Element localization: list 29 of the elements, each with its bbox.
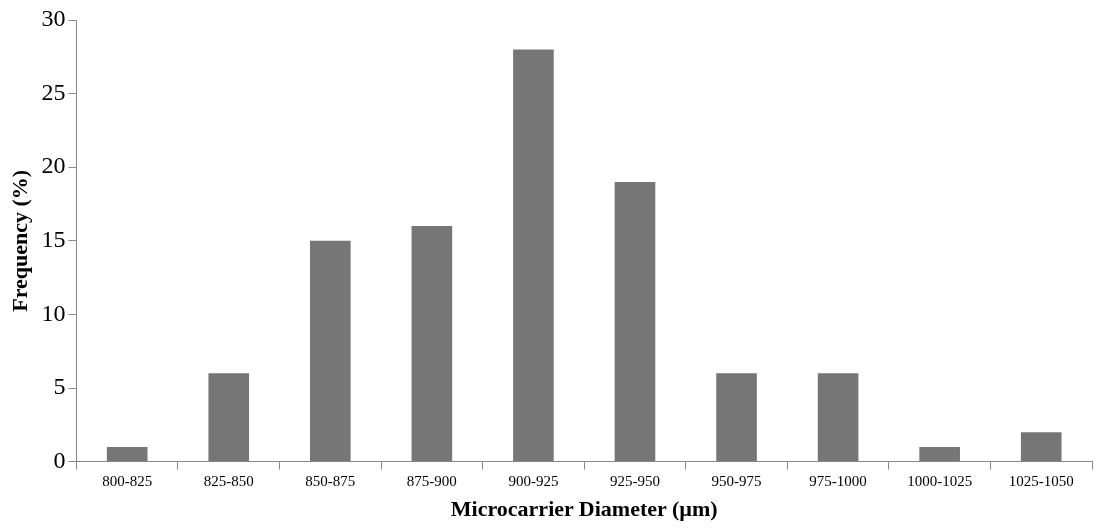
x-tick-label: 850-875 [305,472,356,489]
x-tick-label: 925-950 [609,472,660,489]
y-tick-label: 0 [53,446,66,473]
y-tick-label: 10 [41,299,66,326]
bar [919,446,960,462]
y-tick-label: 25 [41,78,66,105]
bar [513,49,554,462]
y-tick-label: 30 [41,5,66,32]
bar [716,373,757,462]
bar [208,373,250,462]
y-tick-label: 15 [41,226,66,253]
y-axis-title: Frequency (%) [6,169,32,312]
x-tick-label: 975-1000 [809,472,867,489]
x-tick-label: 950-975 [711,472,762,489]
x-tick-label: 1025-1050 [1008,472,1074,489]
y-tick-label: 5 [53,373,66,400]
x-tick-label: 1000-1025 [907,472,973,489]
bar [817,373,859,462]
bar [106,446,148,462]
bar [309,240,351,462]
bar [1020,432,1062,462]
bar [411,226,453,462]
y-tick-label: 20 [41,152,66,179]
bar [614,181,656,462]
x-tick-label: 900-925 [508,472,559,489]
x-tick-label: 800-825 [102,472,153,489]
x-tick-label: 825-850 [203,472,254,489]
x-tick-label: 875-900 [406,472,457,489]
x-axis-title: Microcarrier Diameter (µm) [450,496,718,522]
